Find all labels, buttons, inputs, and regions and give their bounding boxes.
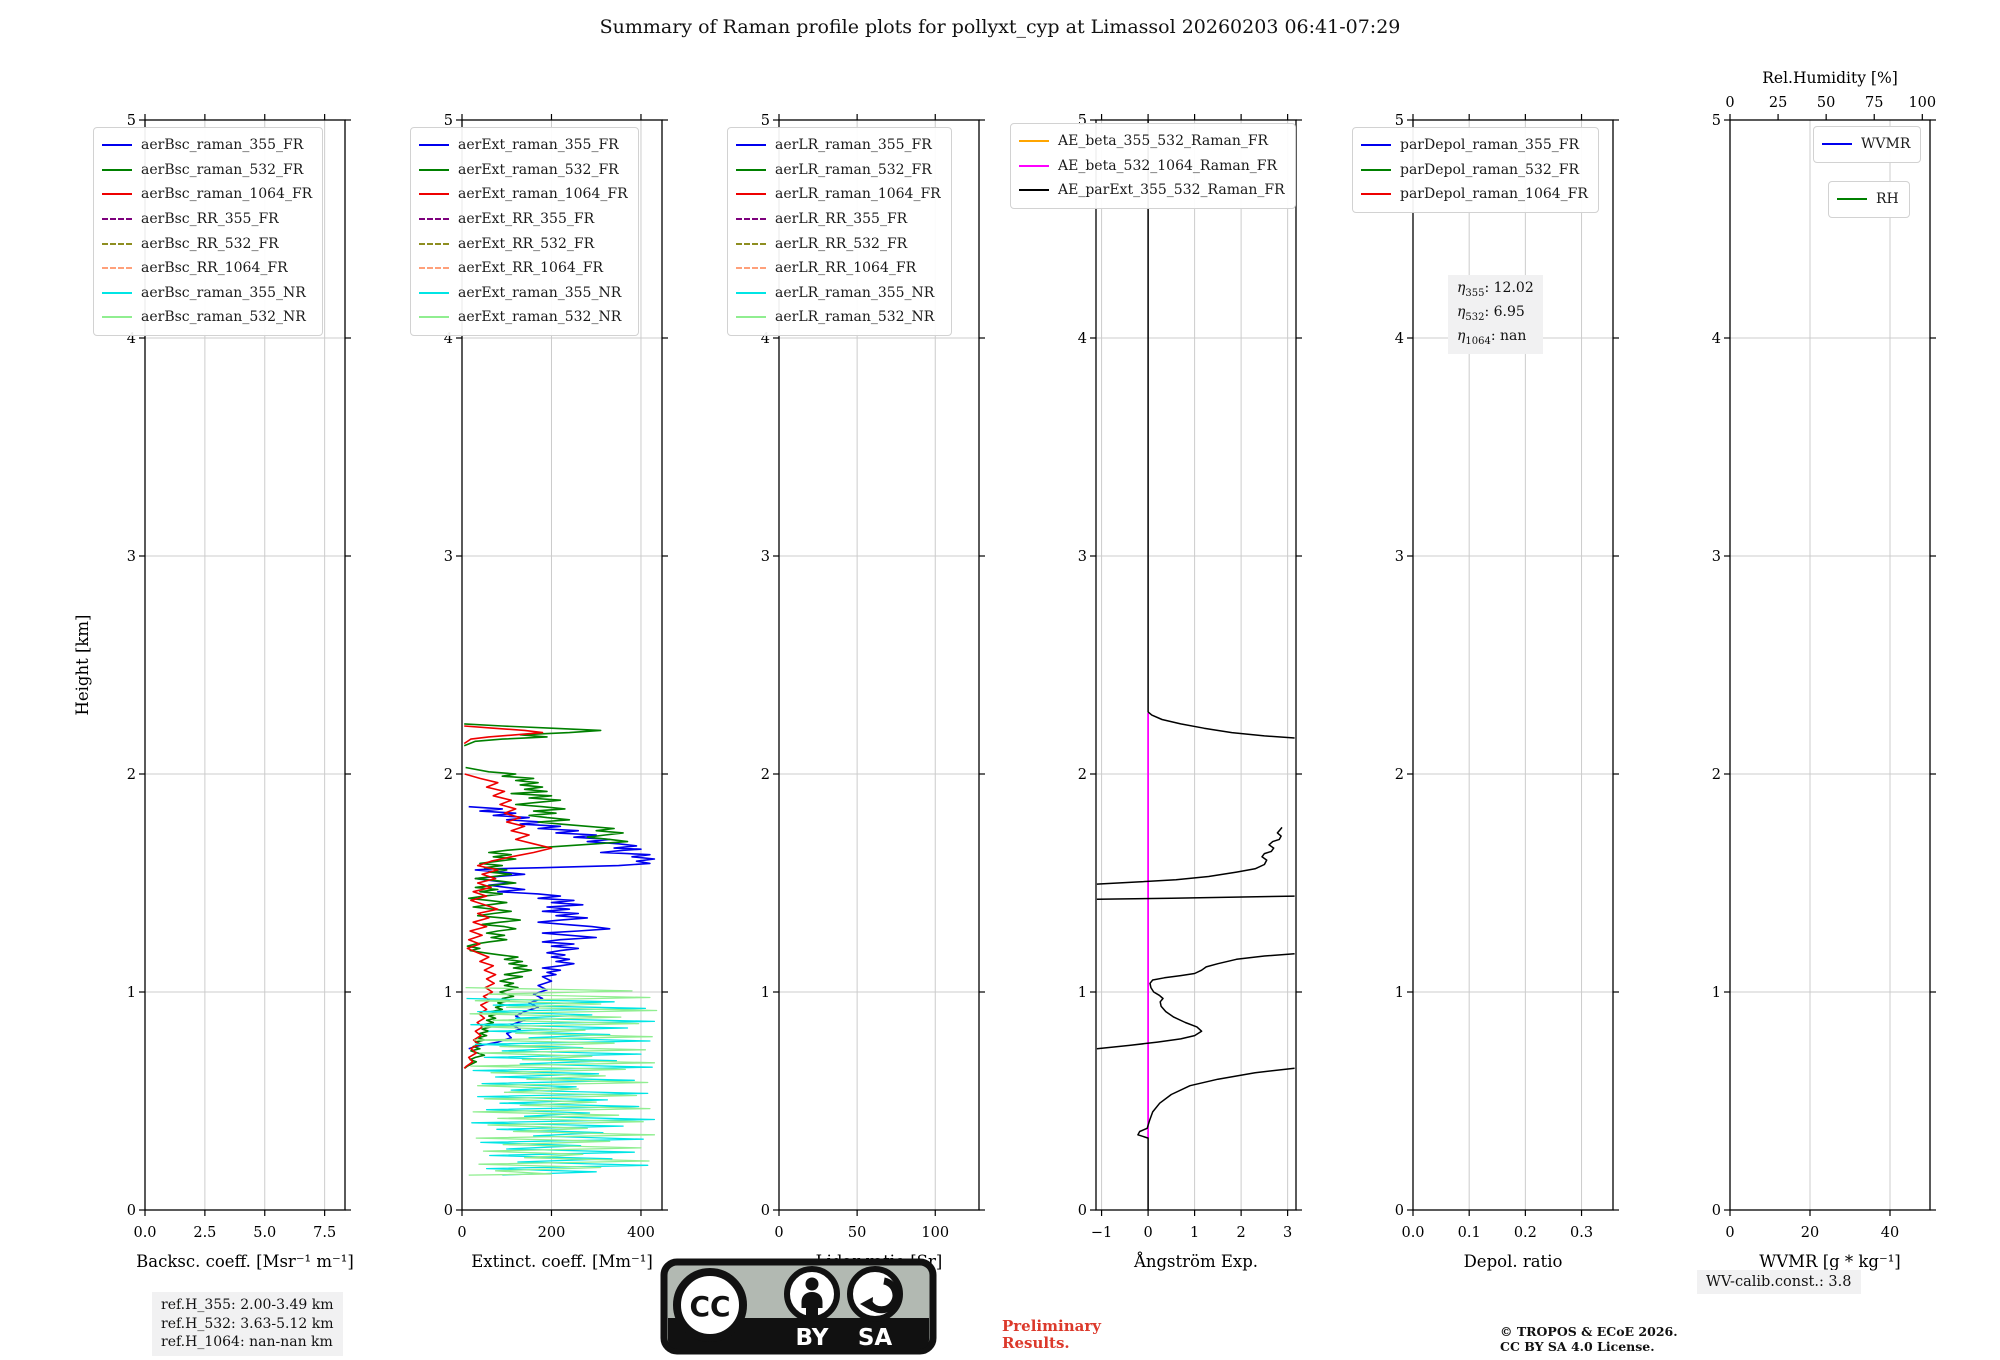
y-tick-label: 3: [1712, 549, 1721, 565]
series-aerExt_raman_355_NR: [466, 997, 656, 1176]
y-tick-label: 2: [127, 767, 136, 783]
y-tick-label: 3: [444, 549, 453, 565]
x-tick-label: 0: [1143, 1225, 1152, 1241]
x-axis-label-depol: Depol. ratio: [1464, 1252, 1563, 1271]
x-tick-label: 0.3: [1570, 1225, 1593, 1241]
y-tick-label: 4: [127, 331, 136, 347]
y-tick-label: 4: [1712, 331, 1721, 347]
y-tick-label: 1: [1395, 985, 1404, 1001]
series-AE_parExt_355_532_Raman_FR: [1137, 1067, 1295, 1210]
x-tick-label: 40: [1881, 1225, 1899, 1241]
y-tick-label: 0: [444, 1203, 453, 1219]
panel-backscatter: 0.0 2.5 5.0 7.5 0 1 2 3 4 5 Backsc. coeff. [Msr⁻¹ …: [127, 113, 354, 1271]
top-x-tick-label: 100: [1908, 95, 1936, 111]
y-tick-label: 5: [444, 113, 453, 129]
x-axis-label-wvmr: WVMR [g * kg⁻¹]: [1759, 1252, 1901, 1271]
figure-title: Summary of Raman profile plots for polly…: [599, 16, 1401, 38]
y-tick-label: 3: [1078, 549, 1087, 565]
x-tick-label: 0.1: [1458, 1225, 1481, 1241]
x-tick-label: 0.0: [1401, 1225, 1424, 1241]
x-tick-label: 0: [774, 1225, 783, 1241]
x-tick-label: 0.0: [133, 1225, 156, 1241]
x-tick-label: 20: [1801, 1225, 1819, 1241]
y-tick-label: 1: [1078, 985, 1087, 1001]
x-axis-label-extinction: Extinct. coeff. [Mm⁻¹]: [471, 1252, 653, 1271]
y-tick-label: 0: [761, 1203, 770, 1219]
x-tick-label: 2.5: [193, 1225, 216, 1241]
y-tick-label: 5: [761, 113, 770, 129]
x-tick-label: 0.2: [1514, 1225, 1537, 1241]
series-aerExt_raman_532_FR: [464, 766, 629, 1069]
x-tick-label: 2: [1236, 1225, 1245, 1241]
y-tick-label: 3: [1395, 549, 1404, 565]
axes-spines: [1095, 119, 1297, 1211]
y-tick-label: 2: [1078, 767, 1087, 783]
x-tick-label: 7.5: [313, 1225, 336, 1241]
x-tick-label: 0: [457, 1225, 466, 1241]
y-tick-label: 1: [444, 985, 453, 1001]
x-tick-label: 400: [627, 1225, 655, 1241]
y-tick-label: 5: [127, 113, 136, 129]
y-tick-label: 4: [1395, 331, 1404, 347]
x-tick-label: 50: [848, 1225, 866, 1241]
y-tick-label: 1: [127, 985, 136, 1001]
y-tick-label: 3: [127, 549, 136, 565]
y-tick-label: 0: [1395, 1203, 1404, 1219]
axes-spines: [1729, 119, 1931, 1211]
y-tick-label: 0: [1712, 1203, 1721, 1219]
top-x-tick-label: 75: [1865, 95, 1883, 111]
panel-depol: 0.0 0.1 0.2 0.3 0 1 2 3 4 5 Depol. ratio: [1395, 113, 1619, 1271]
axes-spines: [1412, 119, 1614, 1211]
panel-wvmr: 0 20 40 0 1 2 3 4 5 WVMR [g * kg⁻¹] 0 25 50 75 100 Rel.…: [1712, 69, 1936, 1271]
y-tick-label: 3: [761, 549, 770, 565]
series-aerExt_raman_532_NR: [465, 986, 658, 1176]
y-tick-label: 2: [444, 767, 453, 783]
series-AE_parExt_355_532_Raman_FR: [1096, 895, 1295, 901]
x-tick-label: 1: [1190, 1225, 1199, 1241]
top-x-tick-label: 50: [1817, 95, 1835, 111]
y-tick-label: 0: [1078, 1203, 1087, 1219]
series-aerExt_raman_1064_FR: [463, 773, 553, 1069]
series-AE_parExt_355_532_Raman_FR: [1096, 953, 1295, 1050]
x-tick-label: 3: [1283, 1225, 1292, 1241]
y-tick-label: 4: [761, 331, 770, 347]
y-tick-label: 2: [761, 767, 770, 783]
x-tick-label: −1: [1091, 1225, 1112, 1241]
y-tick-label: 2: [1712, 767, 1721, 783]
y-tick-label: 5: [1078, 113, 1087, 129]
top-x-tick-label: 0: [1725, 95, 1734, 111]
y-axis-label: Height [km]: [73, 614, 92, 715]
series-AE_parExt_355_532_Raman_FR: [1147, 120, 1295, 739]
panel-extinction: 0 200 400 0 1 2 3 4 5 Extinct. coeff. [Mm⁻¹]: [444, 113, 668, 1271]
y-tick-label: 2: [1395, 767, 1404, 783]
y-tick-label: 4: [444, 331, 453, 347]
y-tick-label: 5: [1712, 113, 1721, 129]
y-tick-label: 4: [1078, 331, 1087, 347]
y-tick-label: 1: [761, 985, 770, 1001]
series-aerExt_raman_1064_FR: [463, 725, 544, 745]
x-axis-label-angstrom: Ångström Exp.: [1133, 1251, 1258, 1271]
x-tick-label: 0: [1725, 1225, 1734, 1241]
y-tick-label: 0: [127, 1203, 136, 1219]
x-tick-label: 200: [538, 1225, 566, 1241]
top-axis-label: Rel.Humidity [%]: [1762, 69, 1898, 87]
x-tick-label: 5.0: [253, 1225, 276, 1241]
y-tick-label: 1: [1712, 985, 1721, 1001]
x-axis-label-backscatter: Backsc. coeff. [Msr⁻¹ m⁻¹]: [136, 1252, 354, 1271]
series-aerExt_raman_532_FR: [463, 723, 602, 747]
x-tick-label: 100: [921, 1225, 949, 1241]
y-tick-label: 5: [1395, 113, 1404, 129]
panel-lidar-ratio: 0 50 100 0 1 2 3 4 5 Lidar ratio [Sr]: [761, 113, 985, 1271]
top-x-tick-label: 25: [1769, 95, 1787, 111]
axes-spines: [144, 119, 346, 1211]
axes-spines: [461, 119, 663, 1211]
axes-spines: [778, 119, 980, 1211]
x-axis-label-lidar-ratio: Lidar ratio [Sr]: [816, 1252, 943, 1271]
series-AE_parExt_355_532_Raman_FR: [1096, 826, 1283, 885]
